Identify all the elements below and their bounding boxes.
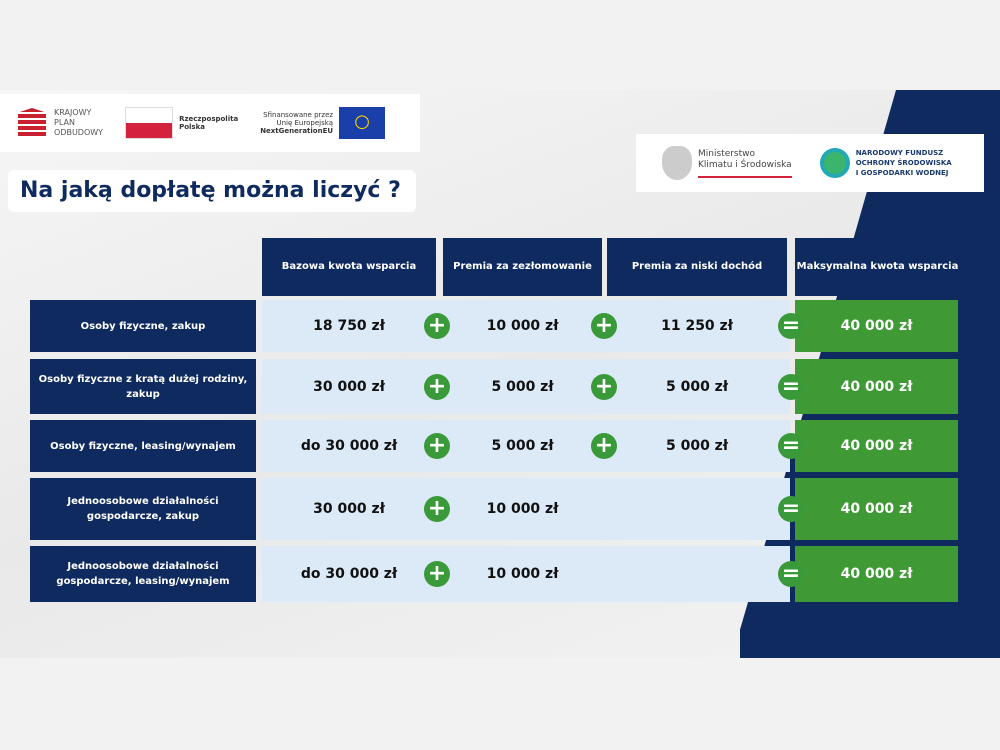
column-header: Premia za zezłomowanie	[443, 238, 602, 296]
value-cell-scrap: 10 000 zł	[486, 501, 559, 517]
equals-icon: =	[778, 561, 804, 587]
polish-flag-icon	[125, 107, 174, 139]
nfos-logo-icon	[819, 148, 850, 178]
max-amount-cell: 40 000 zł	[795, 300, 958, 352]
plus-icon: +	[424, 561, 450, 587]
column-header: Bazowa kwota wsparcia	[262, 238, 436, 296]
value-cell-scrap: 10 000 zł	[486, 566, 559, 582]
eagle-emblem-icon	[662, 146, 692, 180]
value-cell-scrap: 5 000 zł	[491, 438, 554, 454]
value-cell-bg	[262, 420, 790, 472]
eu-text: Sfinansowane przez Unię Europejską NextGen…	[260, 111, 334, 135]
row-label: Osoby fizyczne z kratą dużej rodziny, za…	[30, 359, 256, 414]
value-cell-base: do 30 000 zł	[300, 438, 398, 454]
max-amount-cell: 40 000 zł	[795, 546, 958, 602]
max-amount-cell: 40 000 zł	[795, 420, 958, 472]
value-cell-bg	[262, 300, 790, 352]
logo-bar-right: Ministerstwo Klimatu i Środowiska NARODOW…	[636, 134, 984, 192]
value-cell-scrap: 10 000 zł	[486, 318, 559, 334]
column-header: Maksymalna kwota wsparcia	[795, 238, 960, 296]
max-amount-cell: 40 000 zł	[795, 359, 958, 414]
equals-icon: =	[778, 433, 804, 459]
plus-icon: +	[424, 373, 450, 400]
value-cell-base: do 30 000 zł	[300, 566, 398, 582]
column-header: Premia za niski dochód	[607, 238, 787, 296]
eu-flag-icon: ○	[339, 107, 386, 139]
value-cell-income	[607, 478, 787, 540]
value-cell-scrap: 5 000 zł	[491, 378, 554, 395]
row-label: Osoby fizyczne, leasing/wynajem	[30, 420, 256, 472]
value-cell-bg	[262, 359, 790, 414]
page-title: Na jaką dopłatę można liczyć ?	[8, 170, 416, 212]
equals-icon: =	[778, 496, 804, 522]
row-label: Jednoosobowe działalności gospodarcze, z…	[30, 478, 256, 540]
value-cell-income: 11 250 zł	[661, 318, 733, 334]
plus-icon: +	[424, 433, 450, 459]
nfos-logo-text: NARODOWY FUNDUSZ OCHRONY ŚRODOWISKA I GOSP…	[855, 149, 952, 177]
kpo-logo-icon	[18, 108, 46, 138]
value-cell-base: 30 000 zł	[313, 378, 385, 395]
equals-icon: =	[778, 313, 804, 339]
plus-icon: +	[591, 433, 617, 459]
value-cell-bg	[262, 546, 790, 602]
row-label: Osoby fizyczne, zakup	[30, 300, 256, 352]
plus-icon: +	[591, 373, 617, 400]
logo-bar-left: KRAJOWY PLAN ODBUDOWY Rzeczpospolita Polska…	[0, 94, 420, 152]
plus-icon: +	[591, 313, 617, 339]
kpo-logo-text: KRAJOWY PLAN ODBUDOWY	[54, 108, 104, 137]
plus-icon: +	[424, 496, 450, 522]
equals-icon: =	[778, 373, 804, 400]
value-cell-base: 18 750 zł	[313, 318, 385, 334]
row-label: Jednoosobowe działalności gospodarcze, l…	[30, 546, 256, 602]
value-cell-bg	[262, 478, 790, 540]
max-amount-cell: 40 000 zł	[795, 478, 958, 540]
rp-logo-text: Rzeczpospolita Polska	[179, 115, 239, 131]
value-cell-income: 5 000 zł	[665, 438, 729, 454]
value-cell-base: 30 000 zł	[313, 501, 385, 517]
value-cell-income: 5 000 zł	[665, 378, 729, 395]
ministry-logo-text: Ministerstwo Klimatu i Środowiska	[698, 149, 792, 178]
value-cell-income	[607, 546, 787, 602]
plus-icon: +	[424, 313, 450, 339]
